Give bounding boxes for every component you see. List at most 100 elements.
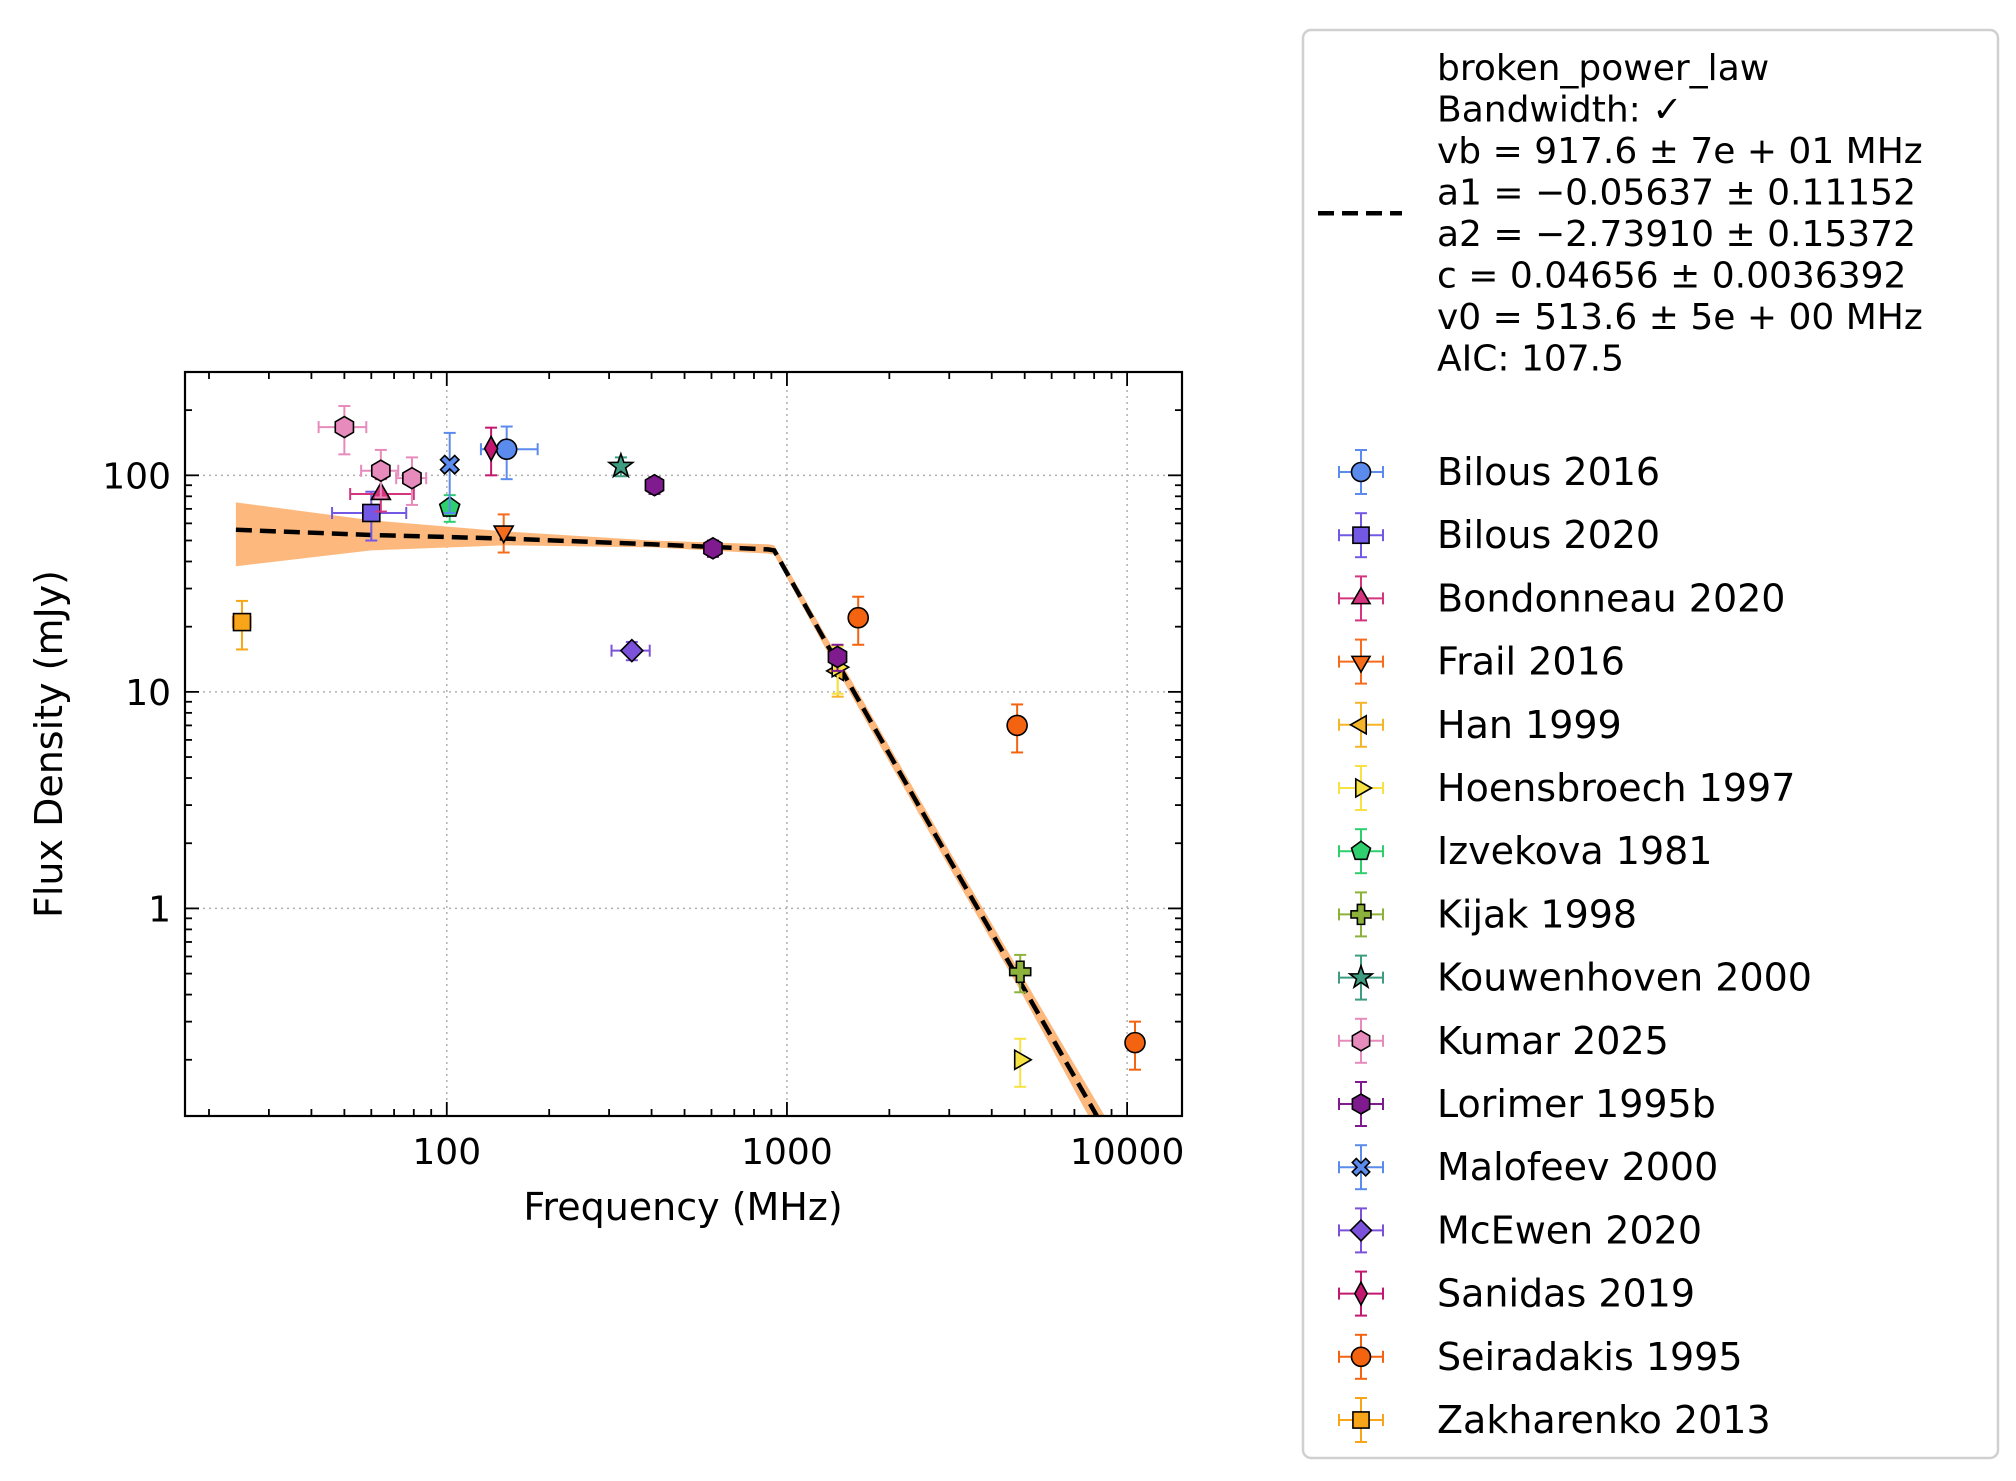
series-kijak-1998 (1008, 953, 1032, 994)
legend-label: Zakharenko 2013 (1437, 1398, 1771, 1442)
legend-label: Frail 2016 (1437, 640, 1625, 684)
marker-shape (1351, 1093, 1371, 1115)
series-mcewen-2020 (610, 638, 651, 663)
marker-diamond (619, 638, 644, 663)
legend-entry: McEwen 2020 (1338, 1207, 1702, 1254)
y-axis-label: Flux Density (mJy) (27, 570, 71, 918)
legend-entry: Kijak 1998 (1338, 891, 1637, 938)
marker-hexagon (703, 536, 723, 560)
legend-entry: Kumar 2025 (1338, 1017, 1669, 1064)
legend-entry: Sanidas 2019 (1338, 1270, 1695, 1317)
fit-band (235, 502, 1105, 1116)
marker-shape (1349, 1218, 1373, 1242)
legend-box (1301, 28, 2000, 1460)
legend-label: Kijak 1998 (1437, 892, 1637, 936)
marker-square (232, 612, 252, 632)
legend-fit-text: broken_power_law (1437, 48, 1769, 89)
marker-shape (703, 536, 723, 560)
legend-label: Izvekova 1981 (1437, 829, 1712, 873)
marker-shape (1350, 586, 1372, 605)
marker-hexagon (402, 466, 422, 490)
x-tick-label: 10000 (1070, 1132, 1185, 1173)
data-point (644, 473, 665, 497)
marker-plus (1350, 903, 1372, 926)
series-kouwenhoven-2000 (606, 451, 636, 479)
marker-circle (1006, 714, 1028, 737)
x-tick-label: 1000 (741, 1132, 833, 1173)
series-frail-2016 (492, 513, 515, 554)
marker-hexagon (334, 415, 355, 439)
legend-label: Sanidas 2019 (1437, 1272, 1695, 1316)
fit-line (235, 527, 1100, 1116)
legend-entry: Izvekova 1981 (1338, 828, 1712, 875)
legend-entry: Zakharenko 2013 (1338, 1397, 1771, 1443)
data-point (1006, 703, 1028, 754)
marker-shape (1350, 903, 1372, 926)
legend-entry: Hoensbroech 1997 (1338, 765, 1795, 811)
legend-label: Bilous 2016 (1437, 450, 1660, 494)
data-point (1008, 953, 1032, 994)
data-point (1124, 1020, 1146, 1071)
legend-label: Kumar 2025 (1437, 1019, 1669, 1063)
marker-shape (1351, 1157, 1371, 1178)
marker-shape (1350, 1346, 1372, 1368)
marker-shape (1352, 526, 1370, 545)
legend-label: Hoensbroech 1997 (1437, 766, 1795, 810)
marker-hexagon (827, 645, 848, 669)
legend-label: Bilous 2020 (1437, 513, 1660, 557)
legend-fit-text: a2 = −2.73910 ± 0.15372 (1437, 214, 1916, 255)
fit-uncertainty-band (235, 502, 1105, 1116)
legend-fit-text: a1 = −0.05637 ± 0.11152 (1437, 173, 1916, 214)
data-point (847, 595, 870, 646)
marker-diamond (1349, 1218, 1373, 1242)
y-tick-label: 100 (102, 456, 171, 497)
axis-ticks: 100 1000 10000 1 10 100 (102, 371, 1185, 1173)
marker-thin-diamond (483, 434, 499, 463)
fit-line-layer (235, 527, 1100, 1116)
data-point (395, 456, 428, 506)
marker-star (1347, 963, 1375, 990)
series-malofeev-2000 (439, 431, 461, 514)
marker-square (362, 503, 381, 523)
series-seiradakis-1995 (847, 595, 1146, 1071)
series-sanidas-2019 (483, 426, 499, 477)
plot-frame (183, 370, 1184, 1118)
y-tick-label: 10 (125, 673, 171, 714)
legend-entry: Lorimer 1995b (1338, 1081, 1716, 1127)
data-point (360, 448, 400, 499)
marker-x (439, 454, 461, 475)
legend-fit-text: c = 0.04656 ± 0.0036392 (1437, 256, 1906, 297)
series-zakharenko-2013 (231, 599, 252, 651)
marker-hexagon (1351, 1029, 1371, 1052)
legend-entry: Malofeev 2000 (1338, 1144, 1718, 1191)
marker-shape (1008, 960, 1032, 984)
legend-label: Kouwenhoven 2000 (1437, 956, 1812, 1000)
series-lorimer-1995b (644, 473, 848, 672)
legend-fit-text: vb = 917.6 ± 7e + 01 MHz (1437, 131, 1923, 172)
data-point (827, 643, 848, 672)
data-point (492, 513, 515, 554)
marker-thin-diamond (1353, 1280, 1369, 1307)
data-point (439, 431, 461, 514)
marker-star (606, 451, 636, 479)
data-point (703, 536, 723, 560)
data-point (610, 638, 651, 663)
legend-label: Malofeev 2000 (1437, 1145, 1718, 1189)
legend-entry: Han 1999 (1338, 701, 1622, 748)
marker-shape (1350, 840, 1372, 861)
legend-label: Bondonneau 2020 (1437, 576, 1785, 620)
data-point (606, 451, 636, 479)
marker-shape (1350, 655, 1372, 674)
marker-circle (1350, 461, 1372, 483)
marker-pentagon (1350, 840, 1372, 861)
marker-shape (439, 454, 461, 475)
marker-hexagon (644, 473, 665, 497)
marker-shape (619, 638, 644, 663)
legend-entry: Kouwenhoven 2000 (1338, 954, 1812, 1001)
legend-entry: Bilous 2020 (1338, 512, 1660, 559)
marker-circle (1350, 1346, 1372, 1368)
legend-entry: Bondonneau 2020 (1338, 575, 1785, 622)
